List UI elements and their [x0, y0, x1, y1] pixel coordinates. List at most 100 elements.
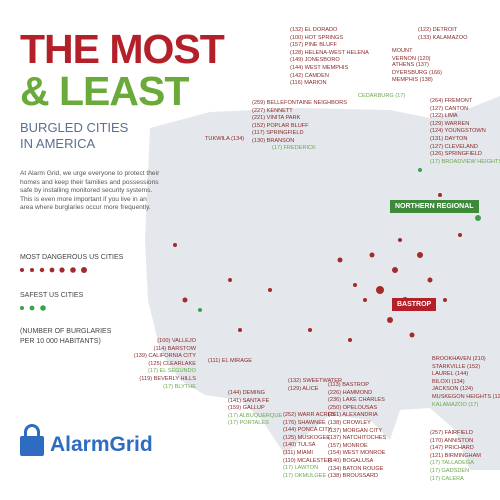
city-group: (132) SWEETWATER (129) ALICE — [288, 378, 342, 393]
subtitle: BURGLED CITIES — [20, 120, 129, 135]
us-map — [145, 96, 500, 470]
city-label: (226) HAMMOND — [328, 389, 373, 396]
city-label: (149) JONESBORO — [290, 57, 340, 64]
city-group: (252) WARR ACRES (176) SHAWNEE (144) PONCA… — [283, 412, 335, 480]
city-label: (259) BELLEFONTAINE NEIGHBORS — [252, 100, 348, 106]
city-label: (134) BATON ROUGE — [328, 465, 384, 472]
city-label: (17) EL SEGUNDO — [148, 368, 196, 375]
city-label: BROOKHAVEN (210) — [432, 356, 486, 362]
city-label: (17) PORTALES — [228, 420, 269, 427]
city-label: (264) FREMONT — [430, 98, 473, 104]
city-label: (144) WEST MEMPHIS — [290, 64, 349, 71]
city-group: (264) FREMONT (127) CANTON (122) LIMA (129)… — [430, 98, 500, 166]
city-group: (122) DETROIT (133) KALAMAZOO — [418, 27, 467, 42]
city-label: MEMPHIS (138) — [392, 77, 433, 84]
city-label: (131) DAYTON — [430, 135, 468, 142]
city-label: (152) POPLAR BLUFF — [252, 122, 309, 129]
city-label: (17) LAWTON — [283, 465, 319, 472]
city-label: (114) BARSTOW — [153, 345, 196, 352]
city-label: (144) PONCA CITY — [283, 427, 332, 434]
city-label: ATHENS (137) — [392, 62, 429, 68]
city-label: (142) CAMDEN — [290, 72, 329, 79]
title-line: & LEAST — [20, 68, 189, 114]
city-label: (132) EL DORADO — [290, 27, 338, 33]
city-label: (122) DETROIT — [418, 27, 458, 33]
city-label: (127) CLEVELAND — [430, 143, 478, 150]
city-label: LAUREL (144) — [432, 371, 469, 378]
city-group: (132) EL DORADO (100) HOT SPRINGS (157) PI… — [290, 27, 369, 88]
city-label: (17) BLYTHE — [163, 383, 196, 390]
city-label: (133) KALAMAZOO — [418, 34, 468, 41]
city-label: JACKSON (124) — [432, 386, 474, 393]
callout: BASTROP — [392, 298, 437, 311]
city-label: (176) SHAWNEE — [283, 419, 326, 426]
city-label: MUSKEGON HEIGHTS (120) — [432, 393, 500, 400]
city-label: (121) BIRMINGHAM — [430, 452, 481, 459]
city-dots — [173, 193, 462, 342]
city-group: ATHENS (137) DYERSBURG (166) MEMPHIS (138) — [392, 62, 442, 85]
city-label: (122) LIMA — [430, 113, 458, 120]
city-group: (100) VALLEJO (114) BARSTOW (139) CALIFORN… — [128, 338, 196, 391]
city-label: (170) ANNISTON — [430, 437, 474, 444]
legend-dots — [20, 267, 87, 311]
city-label: (140) TULSA — [283, 442, 316, 449]
city-group: CEDARBURG (17) — [358, 93, 405, 101]
city-label: (125) MUSKOGEE — [283, 434, 330, 441]
city-label: (126) SPRINGFIELD — [430, 151, 482, 158]
city-label: (157) PINE BLUFF — [290, 42, 337, 49]
city-label: (147) PRICHARD — [430, 445, 474, 452]
logo: AlarmGrid — [50, 433, 153, 456]
legend-label: MOST DANGEROUS US CITIES — [20, 254, 124, 261]
city-label: (128) HELENA-WEST HELENA — [290, 49, 369, 56]
city-label: (100) HOT SPRINGS — [290, 34, 344, 41]
city-group: (111) EL MIRAGE — [208, 358, 252, 366]
city-label: (132) SWEETWATER — [288, 378, 343, 384]
city-label: (130) BRANSON — [252, 137, 295, 144]
city-group: (17) FREDERICK — [272, 145, 316, 153]
city-label: (100) VALLEJO — [157, 338, 196, 344]
city-label: (110) MCALESTER — [283, 457, 332, 464]
city-label: (17) TALLADEGA — [430, 460, 474, 467]
city-label: BILOXI (134) — [432, 378, 465, 385]
city-label: (140) BOGALUSA — [328, 457, 374, 464]
intro: At Alarm Grid, we urge everyone to prote… — [20, 170, 160, 212]
city-label: (141) SANTA FE — [228, 397, 270, 404]
callout: NORTHERN REGIONAL — [390, 200, 479, 213]
city-label: (221) VINITA PARK — [252, 115, 301, 122]
city-group: MOUNT VERNON (120) — [392, 48, 431, 63]
city-label: (17) GADSDEN — [430, 467, 470, 474]
city-label: (117) SPRINGFIELD — [252, 130, 304, 137]
legend-note: PER 10 000 HABITANTS) — [20, 338, 101, 345]
city-label: (17) BROADVIEW HEIGHTS — [430, 158, 500, 165]
city-label: (159) GALLUP — [228, 405, 265, 412]
city-label: VERNON (120) — [392, 55, 431, 62]
city-group: (113) BASTROP (226) HAMMOND (236) LAKE CHA… — [328, 382, 386, 481]
city-label: (116) MARION — [290, 80, 327, 87]
city-label: (111) EL MIRAGE — [208, 358, 253, 364]
city-label: (154) WEST MONROE — [328, 450, 386, 457]
city-label: (127) CANTON — [430, 105, 469, 112]
city-label: (17) FREDERICK — [272, 145, 316, 151]
city-group: (144) DEMING (141) SANTA FE (159) GALLUP (1… — [228, 390, 282, 428]
city-label: (17) OKMULGEE — [283, 472, 327, 479]
city-label: (236) LAKE CHARLES — [328, 397, 385, 404]
city-label: TUKWILA (134) — [205, 136, 245, 142]
city-label: (138) CROWLEY — [328, 419, 371, 426]
city-label: (137) MORGAN CITY — [328, 427, 383, 434]
city-label: (125) CLEARLAKE — [148, 360, 196, 367]
city-label: (252) WARR ACRES — [283, 412, 336, 418]
city-label: (17) CALERA — [430, 475, 464, 482]
city-label: (119) BEVERLY HILLS — [139, 375, 196, 382]
city-label: (227) KENNETT — [252, 107, 293, 114]
city-label: (257) FAIRFIELD — [430, 430, 473, 436]
legend-note: (NUMBER OF BURGLARIES — [20, 328, 112, 335]
city-label: (129) ALICE — [288, 385, 319, 392]
city-label: (113) BASTROP — [328, 382, 369, 388]
city-label: DYERSBURG (166) — [392, 69, 443, 76]
city-group: (259) BELLEFONTAINE NEIGHBORS (227) KENNE… — [252, 100, 347, 146]
city-label: (144) DEMING — [228, 390, 265, 396]
legend-label: SAFEST US CITIES — [20, 292, 84, 299]
city-group: TUKWILA (134) — [205, 136, 244, 144]
city-label: (137) NATCHITOCHES — [328, 435, 387, 442]
